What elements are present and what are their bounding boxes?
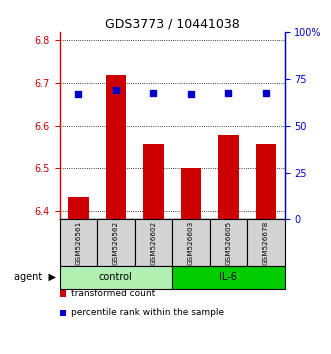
Bar [60, 219, 97, 266]
Text: GSM526562: GSM526562 [113, 220, 119, 265]
Bar [247, 219, 285, 266]
Text: GSM526603: GSM526603 [188, 220, 194, 265]
Text: IL-6: IL-6 [219, 272, 237, 282]
Text: GSM526561: GSM526561 [75, 220, 81, 265]
Text: agent  ▶: agent ▶ [14, 272, 56, 282]
Text: GSM526605: GSM526605 [225, 220, 231, 265]
Bar [135, 219, 172, 266]
Bar [143, 144, 164, 219]
Text: GSM526678: GSM526678 [263, 220, 269, 265]
Title: GDS3773 / 10441038: GDS3773 / 10441038 [105, 18, 240, 31]
Text: GSM526602: GSM526602 [150, 220, 156, 265]
Bar [106, 75, 126, 219]
Bar [172, 219, 210, 266]
Text: percentile rank within the sample: percentile rank within the sample [71, 308, 224, 318]
Bar [60, 266, 172, 289]
Bar [172, 266, 285, 289]
Bar [218, 135, 239, 219]
Bar [210, 219, 247, 266]
Bar [97, 219, 135, 266]
Text: transformed count: transformed count [71, 289, 155, 298]
Bar [68, 197, 89, 219]
Bar [181, 168, 201, 219]
Bar [256, 144, 276, 219]
Text: control: control [99, 272, 133, 282]
